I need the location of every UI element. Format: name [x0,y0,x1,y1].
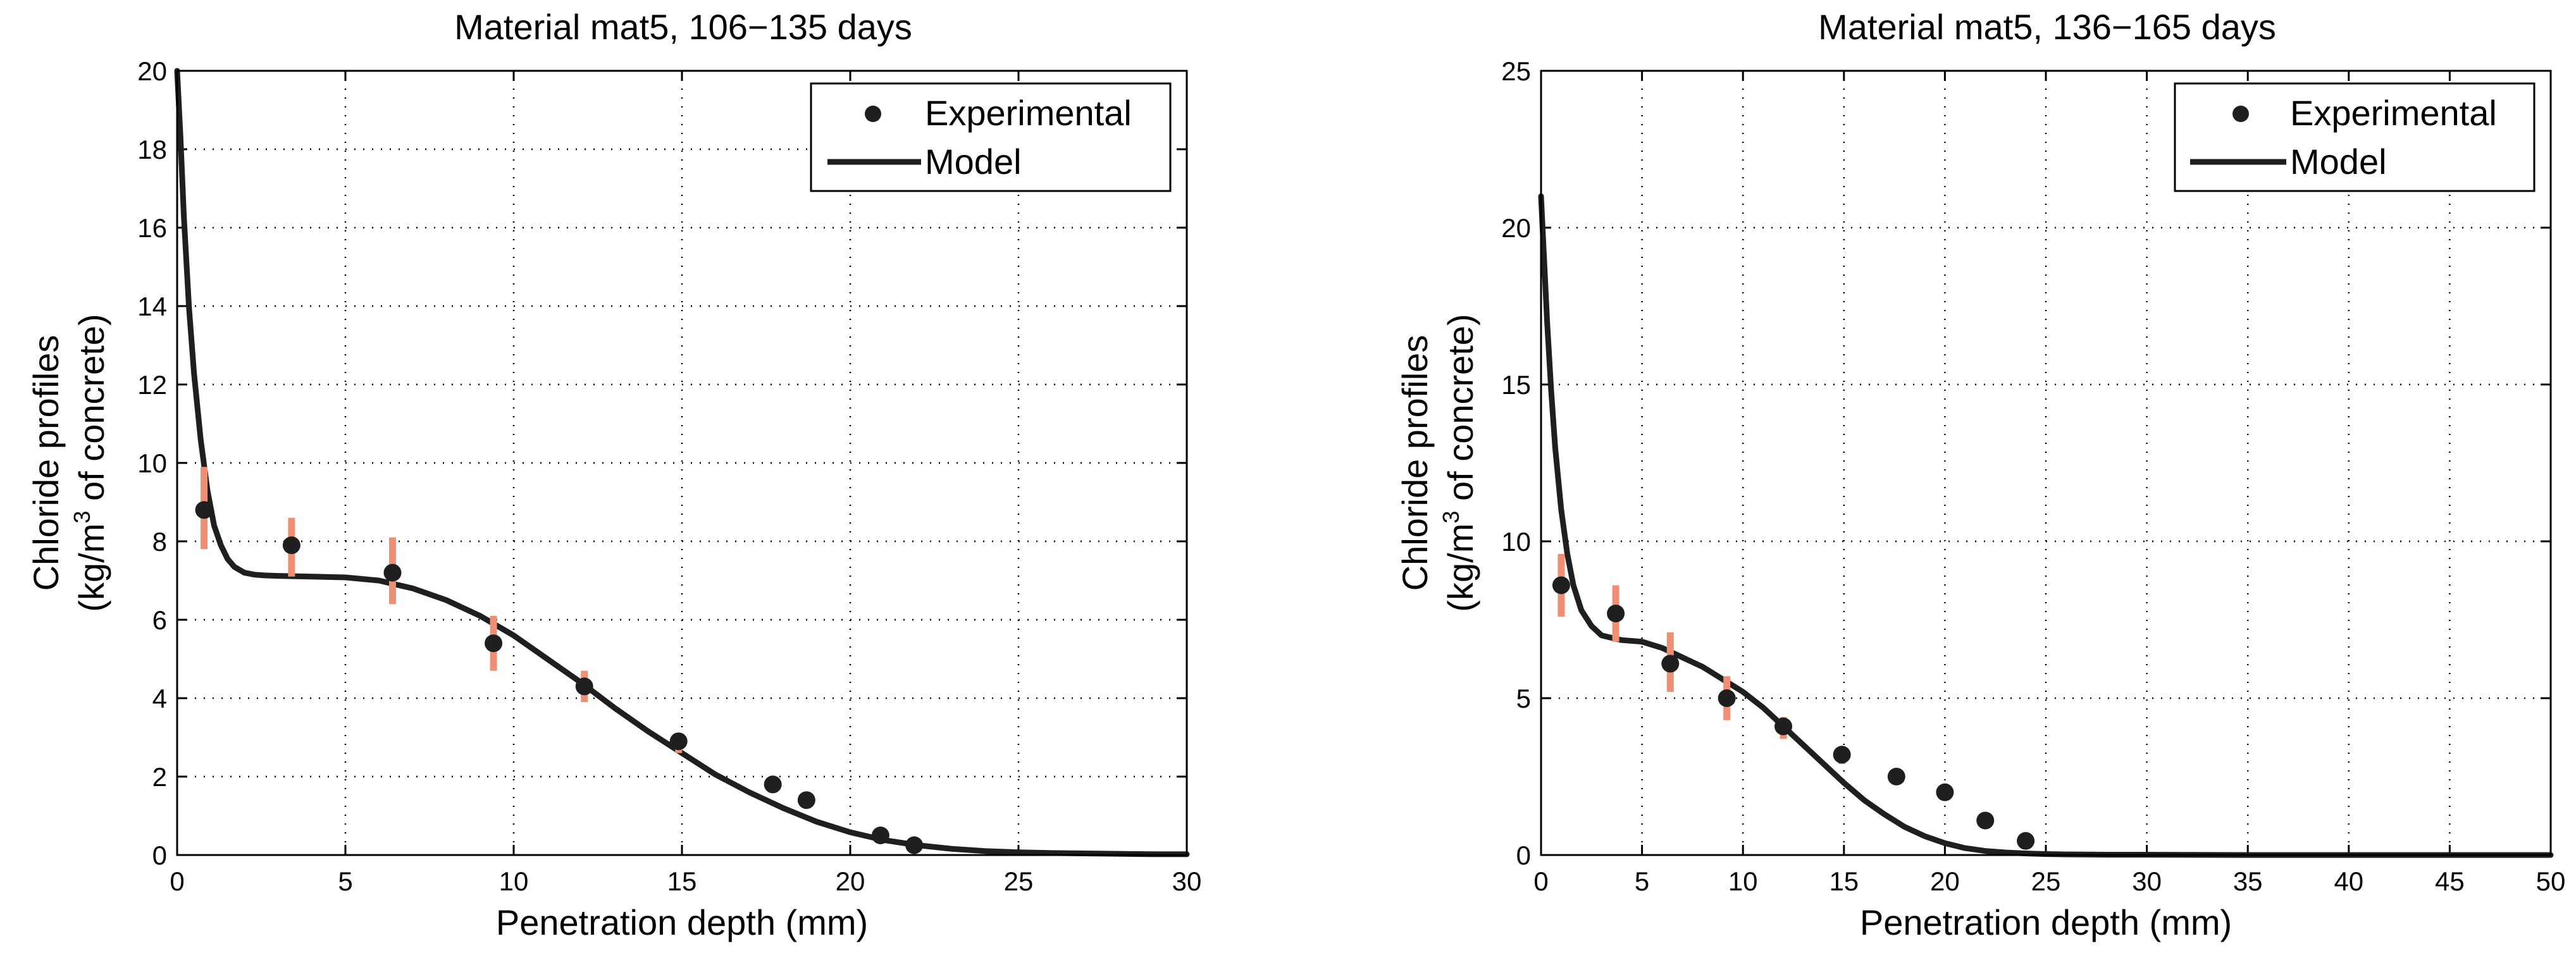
legend-label-model: Model [2290,142,2387,182]
experimental-point [485,634,503,653]
experimental-point [195,501,213,519]
experimental-point [905,836,924,854]
plot-frame [176,70,1188,856]
experimental-point [1976,811,1995,830]
experimental-point [1936,783,1954,801]
x-tick-label: 20 [836,866,865,896]
experimental-point [575,677,593,696]
y-tick-label: 2 [152,762,167,792]
experimental-point [1718,689,1736,707]
x-tick-labels: 0 5 10 15 20 25 30 35 40 45 50 [1533,866,2565,896]
y-tick-label: 0 [1516,840,1531,870]
experimental-point [1833,746,1851,764]
y-label-unit-post: of concrete) [1440,314,1480,510]
y-tick-label: 0 [152,840,167,870]
experimental-point [1887,768,1905,785]
y-axis-label-line1: Chloride profiles [26,335,66,591]
experimental-point [669,732,688,751]
y-tick-label: 25 [1501,56,1531,86]
y-label-unit-pre: (kg/m [1440,524,1480,612]
chart-title: Material mat5, 136−165 days [1818,7,2276,47]
legend-label-experimental: Experimental [2290,93,2497,133]
x-axis-label: Penetration depth (mm) [1860,902,2232,942]
legend-box [810,82,1172,192]
x-tick-label: 10 [1728,866,1758,896]
y-axis-label-line2: (kg/m3 of concrete) [1438,314,1480,612]
y-tick-label: 10 [137,448,167,478]
y-tick-label: 6 [152,605,167,635]
legend-label-model: Model [925,142,1022,182]
x-tick-label: 10 [499,866,529,896]
y-tick-label: 14 [137,292,167,321]
grid [177,71,1187,855]
y-tick-label: 12 [137,370,167,400]
y-axis-label-line2: (kg/m3 of concrete) [69,314,111,612]
experimental-point [1774,717,1793,735]
chart-panel-right: Material mat5, 136−165 days 0 5 10 15 20 25 30… [1395,7,2565,942]
axis-ticks [1540,70,2552,856]
chart-title: Material mat5, 106−135 days [454,7,912,47]
y-label-unit-sup: 3 [69,511,95,524]
experimental-points [1552,576,2035,850]
experimental-point [1607,605,1625,623]
experimental-points [195,501,924,854]
experimental-point [383,563,402,582]
y-label-unit-pre: (kg/m [71,524,111,612]
legend-box [2174,82,2536,192]
experimental-point [1552,576,1570,594]
x-tick-label: 5 [1635,866,1649,896]
y-label-unit-post: of concrete) [71,314,111,510]
y-tick-label: 15 [1501,370,1531,400]
experimental-point [871,827,889,844]
plot-area: 0 5 10 15 20 25 30 35 40 45 50 0 5 10 15 20 25 [1501,56,2565,896]
x-tick-label: 0 [170,866,184,896]
y-tick-label: 20 [1501,213,1531,243]
x-tick-label: 40 [2334,866,2363,896]
y-axis-label: Chloride profiles (kg/m3 of concrete) [1395,314,1480,612]
legend: Experimental Model [810,82,1172,192]
y-tick-label: 18 [137,135,167,164]
y-axis-label-line1: Chloride profiles [1395,335,1435,591]
plot-frame [1540,70,2552,856]
y-tick-labels: 0 2 4 6 8 10 12 14 16 18 20 [137,56,167,870]
y-tick-label: 8 [152,527,167,557]
x-tick-labels: 0 5 10 15 20 25 30 [170,866,1201,896]
x-axis-label: Penetration depth (mm) [496,902,868,942]
experimental-point [797,791,815,809]
y-tick-labels: 0 5 10 15 20 25 [1501,56,1531,870]
x-tick-label: 30 [1172,866,1202,896]
x-tick-label: 45 [2435,866,2465,896]
y-tick-label: 5 [1516,684,1531,713]
x-tick-label: 30 [2132,866,2162,896]
legend-marker-experimental [865,106,881,122]
x-tick-label: 15 [667,866,697,896]
x-tick-label: 35 [2233,866,2263,896]
grid [1541,71,2551,855]
x-tick-label: 0 [1533,866,1548,896]
experimental-point [764,775,782,794]
legend: Experimental Model [2174,82,2536,192]
x-tick-label: 15 [1829,866,1859,896]
x-tick-label: 25 [1004,866,1034,896]
y-tick-label: 10 [1501,527,1531,557]
y-label-unit-sup: 3 [1438,511,1464,524]
legend-marker-experimental [2232,106,2249,122]
experimental-point [282,536,300,555]
y-tick-label: 16 [137,213,167,243]
y-tick-label: 4 [152,684,167,713]
experimental-point [2017,832,2035,850]
experimental-point [1661,655,1680,673]
x-tick-label: 5 [338,866,352,896]
x-tick-label: 20 [1930,866,1960,896]
y-axis-label: Chloride profiles (kg/m3 of concrete) [26,314,111,612]
x-tick-label: 25 [2031,866,2061,896]
plot-area: 0 5 10 15 20 25 30 0 2 4 6 8 10 12 14 16 18 20 [137,56,1201,896]
y-tick-label: 20 [137,56,167,86]
chart-panel-left: Material mat5, 106−135 days 0 5 10 15 20 25 30… [26,7,1201,942]
x-tick-label: 50 [2536,866,2566,896]
plot-frame-fill [1541,71,2551,855]
legend-label-experimental: Experimental [925,93,1132,133]
